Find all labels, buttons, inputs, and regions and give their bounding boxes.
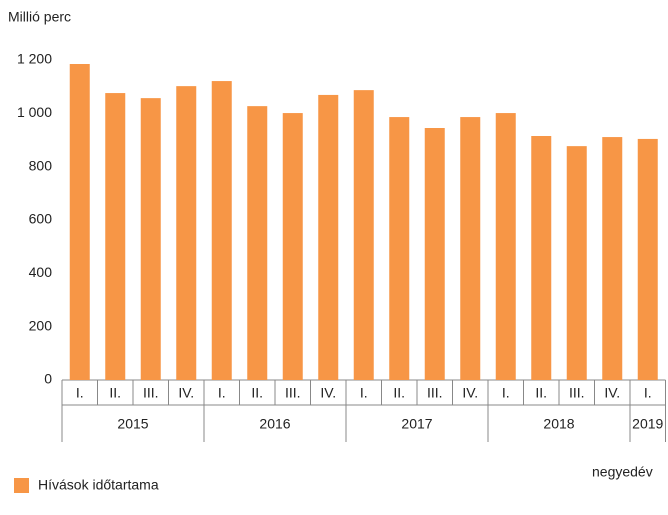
bar bbox=[531, 136, 552, 380]
year-label: 2019 bbox=[632, 416, 663, 432]
bar bbox=[282, 113, 303, 381]
x-tick-label: II. bbox=[109, 385, 121, 401]
y-tick-label: 800 bbox=[29, 157, 53, 173]
bar bbox=[318, 94, 339, 380]
bar bbox=[602, 137, 623, 380]
y-tick-label: 400 bbox=[29, 264, 53, 280]
y-tick-label: 200 bbox=[29, 317, 53, 333]
year-label: 2017 bbox=[401, 416, 432, 432]
x-tick-label: I. bbox=[76, 385, 84, 401]
x-tick-label: III. bbox=[143, 385, 159, 401]
x-tick-label: I. bbox=[502, 385, 510, 401]
x-tick-label: II. bbox=[251, 385, 263, 401]
y-axis-label: Millió perc bbox=[8, 9, 71, 25]
x-tick-label: III. bbox=[285, 385, 301, 401]
y-tick-label: 600 bbox=[29, 211, 53, 227]
bar bbox=[140, 98, 161, 380]
bar bbox=[460, 117, 481, 381]
bar bbox=[247, 106, 268, 380]
x-tick-label: IV. bbox=[178, 385, 194, 401]
x-tick-label: I. bbox=[644, 385, 652, 401]
legend-label: Hívások időtartama bbox=[38, 477, 159, 493]
x-tick-label: III. bbox=[427, 385, 443, 401]
bar bbox=[424, 128, 445, 380]
y-tick-label: 1 000 bbox=[17, 104, 52, 120]
bar bbox=[637, 138, 658, 380]
x-tick-label: I. bbox=[218, 385, 226, 401]
x-tick-label: II. bbox=[535, 385, 547, 401]
bar bbox=[495, 113, 516, 381]
y-tick-label: 1 200 bbox=[17, 51, 52, 67]
year-label: 2018 bbox=[543, 416, 574, 432]
x-axis-label: negyedév bbox=[592, 464, 653, 480]
legend-swatch bbox=[14, 478, 29, 493]
bar bbox=[69, 64, 90, 380]
x-tick-label: IV. bbox=[462, 385, 478, 401]
x-tick-label: IV. bbox=[320, 385, 336, 401]
x-tick-label: II. bbox=[393, 385, 405, 401]
bar bbox=[353, 90, 374, 380]
x-tick-label: IV. bbox=[604, 385, 620, 401]
year-label: 2016 bbox=[259, 416, 290, 432]
x-tick-label: I. bbox=[360, 385, 368, 401]
y-tick-label: 0 bbox=[44, 371, 52, 387]
bar bbox=[389, 117, 410, 381]
x-tick-label: III. bbox=[569, 385, 585, 401]
year-label: 2015 bbox=[117, 416, 148, 432]
bar bbox=[105, 93, 126, 381]
bar bbox=[176, 86, 197, 380]
bar bbox=[211, 81, 232, 381]
bar bbox=[566, 146, 587, 380]
